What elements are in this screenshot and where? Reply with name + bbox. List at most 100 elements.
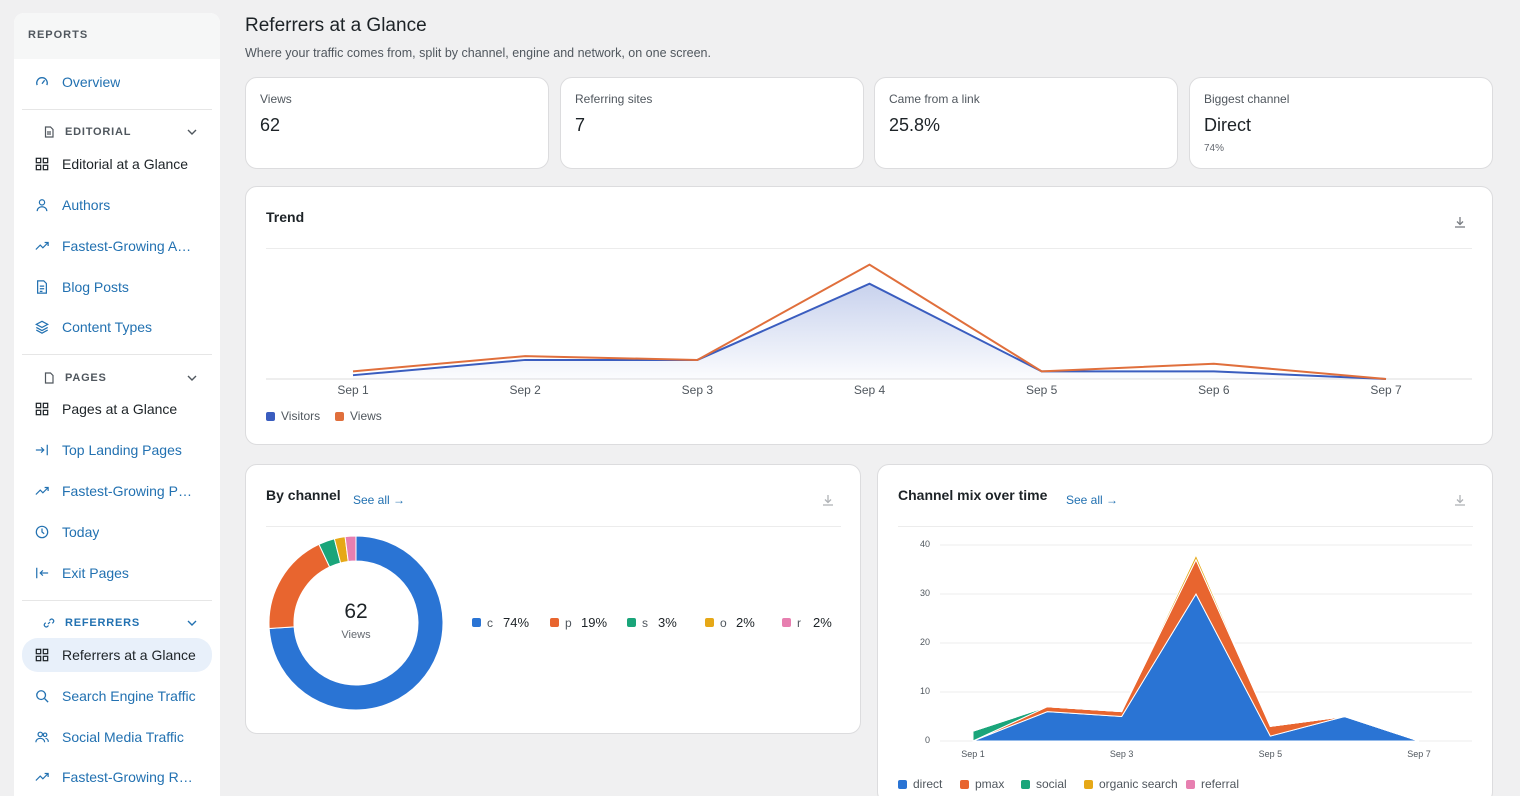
sidebar-item-authors[interactable]: Authors [22,188,212,222]
x-tick-label: Sep 3 [681,383,714,397]
kpi-card-views: Views 62 [245,77,549,169]
grid-icon [34,401,50,417]
sidebar-item-blog-posts[interactable]: Blog Posts [22,270,212,304]
link-icon [43,617,55,629]
series-line-visitors [352,282,1387,380]
series-line-views [352,263,1387,380]
divider [266,248,1472,249]
kpi-card-biggest-channel: Biggest channel Direct 74% [1189,77,1493,169]
kpi-card-referring-sites: Referring sites 7 [560,77,864,169]
sidebar-section-pages[interactable]: PAGES [22,366,212,390]
legend-organic-search[interactable]: organic search [1084,777,1178,791]
sidebar-item-editorial-at-a-glance[interactable]: Editorial at a Glance [22,147,212,181]
x-tick-label: Sep 5 [1025,383,1058,397]
chevron-down-icon [187,129,197,135]
legend-views[interactable]: Views [335,409,382,423]
sidebar-item-social-media-traffic[interactable]: Social Media Traffic [22,720,212,754]
legend-social[interactable]: social [1021,777,1067,791]
legend-swatch [705,618,714,627]
file-text-icon [34,279,50,295]
download-icon[interactable] [821,493,835,507]
x-tick-label: Sep 4 [853,383,886,397]
legend-swatch [1186,779,1195,789]
trending-up-icon [34,483,50,499]
sidebar-divider [22,600,212,601]
area-series-referral [972,553,1420,742]
kpi-card-came-from-link: Came from a link 25.8% [874,77,1178,169]
sidebar-item-fastest-growing-referrers[interactable]: Fastest-Growing Referrers [22,760,212,794]
download-icon[interactable] [1453,215,1467,229]
x-tick-label: Sep 6 [1198,383,1230,397]
sidebar-item-overview[interactable]: Overview [22,65,212,99]
channel-legend-item[interactable]: o 2% [705,615,755,630]
sidebar-item-fastest-growing-authors[interactable]: Fastest-Growing Authors [22,229,212,263]
kpi-sub: 74% [1204,143,1225,154]
channel-mix-see-all-link[interactable]: See all → [1066,493,1119,507]
page-title: Referrers at a Glance [245,15,427,36]
legend-visitors[interactable]: Visitors [266,409,320,423]
x-tick-label: Sep 3 [1109,749,1134,759]
trend-panel: Trend Sep 1 Sep 2 Sep 3 Sep 4 Sep 5 Sep 6 Sep … [245,186,1493,445]
legend-referral[interactable]: referral [1186,777,1239,791]
sidebar-item-top-landing-pages[interactable]: Top Landing Pages [22,433,212,467]
legend-swatch [898,779,907,789]
legend-direct[interactable]: direct [898,777,942,791]
by-channel-see-all-link[interactable]: See all → [353,493,406,507]
x-tick-label: Sep 7 [1407,749,1431,759]
sidebar-section-editorial[interactable]: EDITORIAL [22,120,212,144]
sidebar-item-referrers-at-a-glance[interactable]: Referrers at a Glance [22,638,212,672]
donut-center-value: 62 [344,600,368,623]
document-icon [43,126,55,138]
x-tick-label: Sep 2 [509,383,541,397]
legend-swatch [550,618,559,627]
channel-donut-chart [268,535,444,711]
kpi-value: Direct [1204,115,1252,135]
gauge-icon [34,74,50,90]
sidebar-header: REPORTS [14,13,220,59]
x-tick-label: Sep 5 [1258,749,1283,759]
chevron-down-icon [187,620,197,626]
x-tick-label: Sep 1 [961,749,985,759]
clock-icon [34,524,50,540]
sidebar-item-today[interactable]: Today [22,515,212,549]
legend-swatch [335,411,344,421]
grid-icon [34,647,50,663]
donut-slice[interactable] [344,535,357,563]
sidebar-section-referrers[interactable]: REFERRERS [22,611,212,635]
chevron-down-icon [187,375,197,381]
sidebar-item-exit-pages[interactable]: Exit Pages [22,556,212,590]
page-subtitle: Where your traffic comes from, split by … [245,46,711,60]
kpi-label: Referring sites [575,92,653,106]
channel-legend-item[interactable]: c 74% [472,615,529,630]
channel-mix-chart [940,544,1472,742]
legend-pmax[interactable]: pmax [960,777,1004,791]
by-channel-panel: By channel See all → 62 Views c 74% p 19% … [245,464,861,734]
sidebar-item-pages-at-a-glance[interactable]: Pages at a Glance [22,392,212,426]
y-tick-label: 20 [919,637,930,647]
x-tick-label: Sep 7 [1370,383,1402,397]
layers-icon [34,319,50,335]
donut-slice[interactable] [268,535,444,711]
sidebar-item-search-engine-traffic[interactable]: Search Engine Traffic [22,679,212,713]
legend-swatch [472,618,481,627]
legend-swatch [266,411,275,421]
trending-up-icon [34,769,50,785]
sidebar-divider [22,354,212,355]
search-icon [34,688,50,704]
channel-legend-item[interactable]: r 2% [782,615,832,630]
sidebar-item-fastest-growing-pages[interactable]: Fastest-Growing Pages [22,474,212,508]
sidebar-item-content-types[interactable]: Content Types [22,310,212,344]
legend-swatch [960,779,969,789]
channel-legend-item[interactable]: p 19% [550,615,607,630]
legend-swatch [1021,779,1030,789]
y-tick-label: 10 [919,686,930,696]
channel-legend-item[interactable]: s 3% [627,615,677,630]
channel-mix-panel: Channel mix over time See all → 0 10 20 30 4… [877,464,1493,796]
page-icon [43,372,55,384]
y-tick-label: 40 [919,539,930,549]
legend-swatch [627,618,636,627]
download-icon[interactable] [1453,493,1467,507]
y-tick-label: 30 [919,588,930,598]
y-tick-label: 0 [924,735,930,745]
kpi-label: Biggest channel [1204,92,1290,106]
